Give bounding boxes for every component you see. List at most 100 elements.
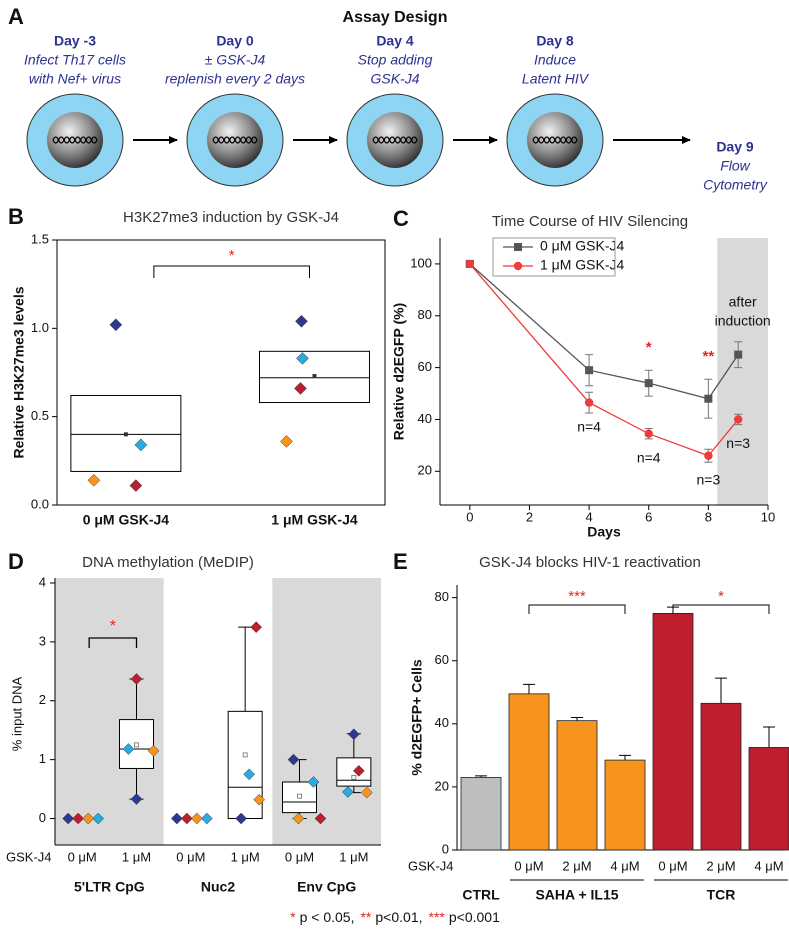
group-label: TCR bbox=[707, 887, 736, 903]
error-bar bbox=[523, 683, 535, 694]
condition-label: 1 μM bbox=[339, 849, 368, 864]
y-axis-label: % d2EGFP+ Cells bbox=[409, 659, 425, 776]
box bbox=[258, 350, 370, 404]
y-tick-label: 1.5 bbox=[31, 231, 49, 246]
row-label: GSK-J4 bbox=[6, 849, 52, 864]
data-point bbox=[190, 812, 203, 825]
y-tick-label: 1.0 bbox=[31, 320, 49, 335]
x-axis-label: Days bbox=[587, 524, 621, 540]
mean bbox=[134, 742, 139, 748]
data-point bbox=[72, 812, 85, 825]
y-tick-label: 2 bbox=[39, 692, 46, 707]
data-point bbox=[180, 812, 193, 825]
panel-label: C bbox=[393, 206, 409, 231]
data-point bbox=[292, 812, 305, 825]
condition-label: 1 μM bbox=[231, 849, 260, 864]
condition-label: 0 μM bbox=[176, 849, 205, 864]
step-day: Day 9 bbox=[716, 139, 754, 155]
condition-label: 1 μM bbox=[122, 849, 151, 864]
data-point bbox=[296, 352, 309, 365]
panel-label: D bbox=[8, 549, 24, 574]
data-point bbox=[235, 812, 248, 825]
panel-label: E bbox=[393, 549, 408, 574]
significance-label: * bbox=[229, 247, 235, 264]
y-tick-label: 3 bbox=[39, 633, 46, 648]
step-day: Day 8 bbox=[536, 33, 574, 49]
bar bbox=[460, 777, 502, 851]
y-tick-label: 40 bbox=[418, 411, 432, 426]
data-point bbox=[347, 728, 360, 741]
bar bbox=[604, 759, 646, 851]
shaded-group bbox=[55, 578, 164, 845]
error-bar bbox=[763, 726, 775, 748]
mean bbox=[312, 374, 317, 379]
mean bbox=[297, 793, 302, 799]
x-tick-label: 2 μM bbox=[706, 858, 735, 873]
y-tick-label: 1 bbox=[39, 751, 46, 766]
data-point bbox=[129, 479, 143, 492]
x-tick-label: 4 μM bbox=[754, 858, 783, 873]
panel-label: A bbox=[8, 4, 24, 29]
footnote-stars: ** bbox=[360, 909, 371, 925]
data-point bbox=[733, 415, 743, 424]
mean bbox=[242, 752, 248, 758]
data-point bbox=[294, 382, 307, 395]
footnote-text: p<0.01, bbox=[375, 909, 422, 925]
legend-label: 0 μM GSK-J4 bbox=[540, 238, 625, 254]
data-point bbox=[109, 318, 123, 332]
region-label: after bbox=[729, 294, 757, 310]
data-point bbox=[585, 366, 594, 375]
box bbox=[282, 781, 317, 814]
x-tick-label: 4 bbox=[585, 509, 592, 524]
series-line bbox=[469, 263, 739, 400]
legend-marker bbox=[514, 243, 522, 251]
error-bar bbox=[571, 717, 583, 721]
x-tick-label: 0 μM bbox=[658, 858, 687, 873]
data-point bbox=[250, 621, 263, 634]
footnote: * p < 0.05, ** p<0.01, *** p<0.001 bbox=[290, 909, 500, 925]
step-text: Flow bbox=[720, 158, 750, 174]
data-point bbox=[82, 812, 95, 825]
error-bar bbox=[715, 677, 727, 704]
x-tick-label: 8 bbox=[705, 509, 712, 524]
data-point bbox=[130, 673, 143, 685]
y-tick-label: 40 bbox=[435, 715, 449, 730]
plot-frame bbox=[56, 239, 386, 506]
y-tick-label: 60 bbox=[418, 359, 432, 374]
mean bbox=[123, 432, 128, 437]
x-tick-label: 4 μM bbox=[610, 858, 639, 873]
n-label: n=3 bbox=[696, 471, 720, 487]
chart-title: DNA methylation (MeDIP) bbox=[82, 554, 254, 571]
chart-title: GSK-J4 blocks HIV-1 reactivation bbox=[479, 554, 701, 571]
data-point bbox=[287, 753, 300, 766]
n-label: n=4 bbox=[637, 449, 661, 465]
box bbox=[119, 719, 154, 769]
group-label: Nuc2 bbox=[201, 879, 235, 895]
data-point bbox=[644, 429, 653, 438]
assay-title: Assay Design bbox=[343, 9, 448, 26]
x-tick-label: 2 μM bbox=[562, 858, 591, 873]
data-point bbox=[92, 812, 105, 825]
bar bbox=[700, 702, 742, 851]
data-point bbox=[122, 743, 135, 755]
data-point bbox=[360, 786, 373, 799]
panel-label: B bbox=[8, 204, 24, 229]
data-point bbox=[134, 438, 148, 452]
y-tick-label: 20 bbox=[435, 778, 449, 793]
data-point bbox=[704, 451, 713, 460]
legend-box bbox=[492, 237, 616, 277]
data-point bbox=[704, 394, 713, 403]
n-label: n=3 bbox=[726, 435, 750, 451]
y-tick-label: 100 bbox=[410, 255, 432, 270]
step-text: Stop adding bbox=[358, 52, 433, 68]
group-label: CTRL bbox=[462, 887, 500, 903]
data-point bbox=[280, 435, 293, 448]
y-tick-label: 20 bbox=[418, 463, 432, 478]
y-tick-label: 80 bbox=[418, 307, 432, 322]
step-text: with Nef+ virus bbox=[29, 71, 121, 87]
significance-label: ** bbox=[703, 348, 715, 365]
mean bbox=[351, 774, 357, 780]
data-point bbox=[584, 398, 594, 407]
